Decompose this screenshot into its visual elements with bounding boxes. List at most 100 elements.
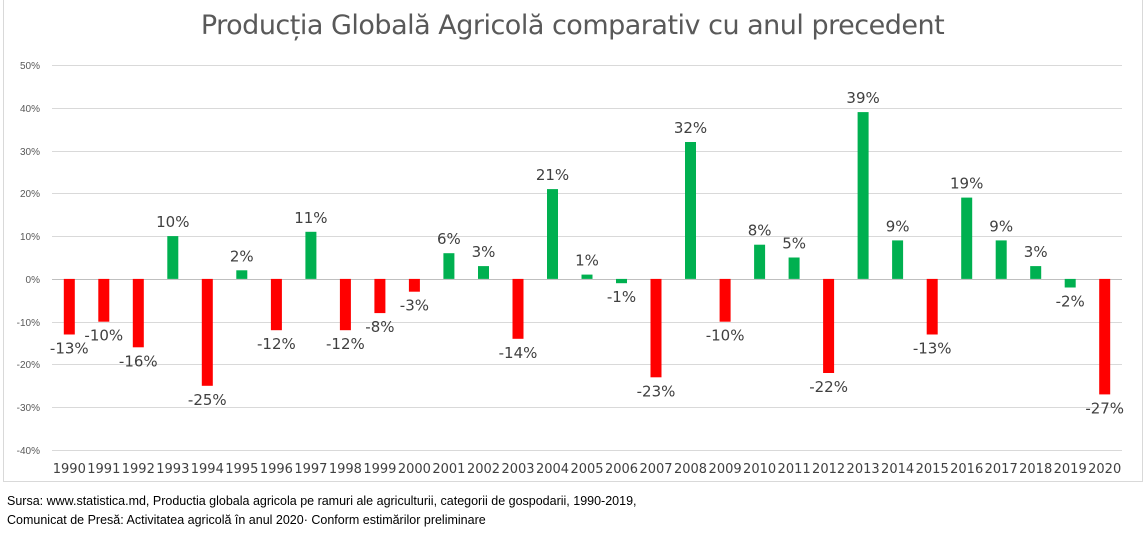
bar-1992 — [132, 278, 144, 348]
x-axis-ticks: 1990 1991 1992 1993 1994 1995 1996 1997 1998 1999… — [53, 462, 1121, 477]
bar-2001 — [443, 253, 455, 279]
bar-2016 — [961, 197, 973, 279]
bar-1994 — [201, 278, 213, 386]
data-label-2010: 8% — [748, 222, 772, 240]
bar-2019 — [1064, 278, 1076, 288]
bar-2012 — [823, 278, 835, 373]
data-label-1997: 11% — [294, 209, 327, 227]
chart-title: Producția Globală Agricolă comparativ cu… — [200, 10, 945, 41]
x-tick-label: 2020 — [1088, 462, 1121, 477]
data-label-1993: 10% — [156, 213, 189, 231]
x-tick-label: 1990 — [53, 462, 86, 477]
bar-2009 — [719, 278, 731, 322]
data-labels: -13%-10%-16%10%-25%2%-12%11%-12%-8%-3%6%… — [50, 89, 1124, 417]
bar-2005 — [581, 274, 593, 279]
bar-2018 — [1030, 266, 1042, 279]
y-tick-label: -20% — [17, 360, 40, 371]
bar-2000 — [408, 278, 420, 292]
bar-2008 — [685, 142, 696, 279]
x-tick-label: 2017 — [985, 462, 1018, 477]
x-tick-label: 2011 — [778, 462, 811, 477]
data-label-2019: -2% — [1056, 292, 1085, 310]
source-note: Sursa: www.statistica.md, Productia glob… — [7, 492, 637, 530]
data-label-2014: 9% — [886, 217, 910, 235]
bar-1990 — [63, 278, 75, 335]
data-label-2000: -3% — [400, 297, 429, 315]
x-tick-label: 2010 — [743, 462, 776, 477]
source-line-1: Sursa: www.statistica.md, Productia glob… — [7, 494, 637, 508]
chart-plot-area: 50%40%30%20%10%0%-10%-20%-30%-40% -13%-1… — [17, 61, 1124, 477]
data-label-2012: -22% — [809, 378, 848, 396]
x-tick-label: 2016 — [950, 462, 983, 477]
x-tick-label: 2002 — [467, 462, 500, 477]
x-tick-label: 2014 — [881, 462, 914, 477]
x-tick-label: 1999 — [363, 462, 396, 477]
data-label-2020: -27% — [1085, 399, 1124, 417]
x-tick-label: 2004 — [536, 462, 569, 477]
data-label-2006: -1% — [607, 288, 636, 306]
bar-1997 — [305, 231, 317, 279]
source-line-2: Comunicat de Presă: Activitatea agricolă… — [7, 513, 486, 527]
bar-2013 — [857, 112, 869, 279]
data-label-2002: 3% — [472, 243, 496, 261]
data-label-1996: -12% — [257, 335, 296, 353]
bar-2007 — [650, 278, 662, 378]
x-tick-label: 2007 — [639, 462, 672, 477]
bar-1993 — [167, 236, 179, 279]
y-tick-label: -10% — [17, 318, 40, 329]
data-label-1992: -16% — [119, 352, 158, 370]
x-tick-label: 1993 — [156, 462, 189, 477]
y-axis-ticks: 50% 40% 30% 20% 10% 0% -10% -20% -30% -40% — [17, 61, 40, 457]
data-label-2007: -23% — [637, 382, 676, 400]
x-tick-label: 2005 — [570, 462, 603, 477]
bar-2002 — [478, 266, 489, 279]
bar-1991 — [98, 278, 110, 322]
x-tick-label: 2013 — [847, 462, 880, 477]
data-label-2013: 39% — [846, 89, 879, 107]
chart-frame — [3, 0, 1143, 482]
data-label-1990: -13% — [50, 340, 89, 358]
x-tick-label: 2012 — [812, 462, 845, 477]
data-label-1999: -8% — [365, 318, 394, 336]
y-tick-label: 30% — [20, 147, 40, 158]
bars — [63, 112, 1111, 395]
bar-2010 — [754, 244, 766, 279]
y-tick-label: -40% — [17, 446, 40, 457]
data-label-1998: -12% — [326, 335, 365, 353]
x-tick-label: 2015 — [916, 462, 949, 477]
bar-1995 — [236, 270, 248, 279]
data-label-2009: -10% — [706, 327, 745, 345]
bar-1999 — [374, 278, 386, 314]
data-label-1995: 2% — [230, 247, 254, 265]
bar-2011 — [788, 257, 800, 279]
y-tick-label: 10% — [20, 232, 40, 243]
x-tick-label: 1997 — [294, 462, 327, 477]
bar-2020 — [1099, 278, 1111, 395]
bar-2017 — [995, 240, 1007, 279]
data-label-2015: -13% — [913, 340, 952, 358]
x-tick-label: 1998 — [329, 462, 362, 477]
x-tick-label: 2018 — [1019, 462, 1052, 477]
data-label-2005: 1% — [575, 252, 599, 270]
x-tick-label: 2009 — [709, 462, 742, 477]
gridlines — [52, 65, 1122, 451]
y-tick-label: 20% — [20, 189, 40, 200]
bar-2015 — [926, 278, 938, 335]
x-tick-label: 1995 — [225, 462, 258, 477]
bar-2003 — [512, 278, 524, 339]
x-tick-label: 1991 — [87, 462, 120, 477]
y-tick-label: 40% — [20, 104, 40, 115]
y-tick-label: 50% — [20, 61, 40, 72]
bar-2014 — [892, 240, 904, 279]
x-tick-label: 2000 — [398, 462, 431, 477]
x-tick-label: 2003 — [501, 462, 534, 477]
x-tick-label: 2006 — [605, 462, 638, 477]
x-tick-label: 2008 — [674, 462, 707, 477]
data-label-2001: 6% — [437, 230, 461, 248]
x-tick-label: 1994 — [191, 462, 224, 477]
data-label-2008: 32% — [674, 119, 707, 137]
x-tick-label: 2019 — [1054, 462, 1087, 477]
data-label-2016: 19% — [950, 175, 983, 193]
data-label-1994: -25% — [188, 391, 227, 409]
bar-1998 — [339, 278, 351, 331]
